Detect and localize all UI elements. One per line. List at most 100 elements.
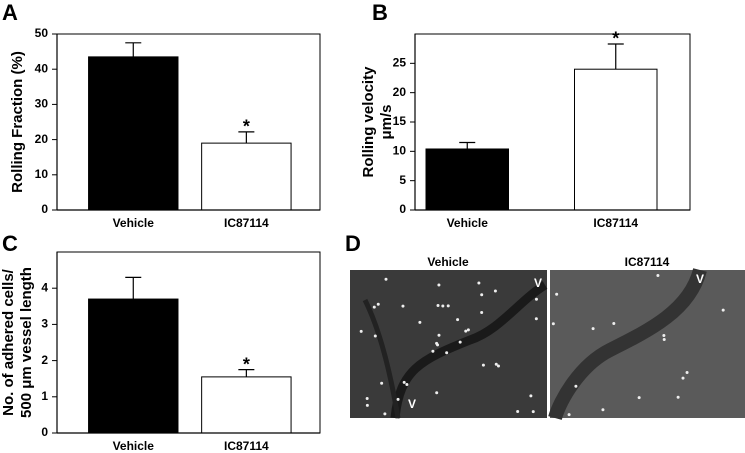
cell-dot: [637, 396, 641, 400]
cell-dot: [435, 341, 439, 345]
panel-label: B: [372, 0, 388, 25]
x-tick-label: IC87114: [593, 216, 638, 230]
y-tick-label: 40: [35, 61, 49, 75]
cell-dot: [601, 408, 605, 412]
panel-label: C: [2, 231, 18, 256]
cell-dot: [477, 281, 481, 285]
image-title: Vehicle: [427, 255, 469, 269]
cell-dot: [405, 383, 409, 387]
cell-dot: [481, 363, 485, 367]
vessel: [548, 267, 707, 421]
cell-dot: [431, 349, 435, 353]
cell-dot: [662, 338, 666, 342]
y-tick-label: 1: [41, 389, 48, 403]
y-axis-label: No. of adhered cells/: [0, 268, 17, 416]
cell-dot: [656, 273, 660, 277]
x-tick-label: IC87114: [224, 439, 269, 453]
y-tick-label: 10: [35, 167, 49, 181]
cell-dot: [685, 370, 689, 374]
x-tick-label: Vehicle: [113, 439, 155, 453]
cell-dot: [437, 333, 441, 337]
x-tick-label: Vehicle: [113, 216, 155, 230]
y-tick-label: 50: [35, 26, 49, 40]
cell-dot: [365, 397, 369, 401]
image-ic87114: [550, 270, 745, 418]
bar: [88, 56, 179, 211]
y-tick-label: 25: [393, 56, 407, 70]
cell-dot: [531, 410, 535, 414]
vessel-marker: V: [696, 272, 704, 286]
bar: [88, 298, 179, 434]
cell-dot: [435, 391, 439, 395]
vessel-marker: V: [408, 397, 416, 411]
y-tick-label: 20: [393, 85, 407, 99]
cell-dot: [383, 412, 387, 416]
cell-dot: [418, 320, 422, 324]
panel-label: A: [2, 0, 18, 25]
cell-dot: [591, 327, 595, 331]
y-axis-label: Rolling velocity: [360, 66, 377, 178]
cell-dot: [396, 397, 400, 401]
cell-dot: [496, 364, 500, 368]
y-tick-label: 0: [399, 202, 406, 216]
cell-dot: [441, 304, 445, 308]
cell-dot: [534, 297, 538, 301]
cell-dot: [437, 283, 441, 287]
y-axis-label: 500 μm vessel length: [18, 267, 35, 418]
y-tick-label: 4: [41, 280, 48, 294]
y-tick-label: 5: [399, 173, 406, 187]
cell-dot: [402, 380, 406, 384]
vessel: [362, 298, 401, 419]
cell-dot: [359, 329, 363, 333]
cell-dot: [555, 292, 559, 296]
cell-dot: [458, 340, 462, 344]
cell-dot: [480, 310, 484, 314]
cell-dot: [480, 293, 484, 297]
vessel: [390, 281, 548, 419]
axes-frame: [56, 251, 321, 434]
cell-dot: [446, 304, 450, 308]
y-axis-label: μm/s: [378, 104, 395, 139]
y-tick-label: 20: [35, 132, 49, 146]
cell-dot: [365, 403, 369, 407]
bar: [574, 68, 658, 211]
cell-dot: [372, 305, 376, 309]
cell-dot: [529, 394, 533, 398]
y-axis-label: Rolling Fraction (%): [9, 51, 26, 193]
y-tick-label: 0: [41, 425, 48, 439]
y-tick-label: 15: [393, 114, 407, 128]
micrographs: Vehicle IC87114 V V V: [350, 255, 745, 421]
y-tick-label: 0: [41, 202, 48, 216]
significance: *: [243, 354, 250, 374]
image-title: IC87114: [625, 255, 670, 269]
cell-dot: [721, 308, 725, 312]
x-tick-label: Vehicle: [447, 216, 489, 230]
cell-dot: [380, 381, 384, 385]
bar: [201, 376, 292, 434]
cell-dot: [676, 395, 680, 399]
cell-dot: [574, 384, 578, 388]
vessel-marker: V: [534, 276, 542, 290]
axes-frame: [414, 33, 691, 211]
y-tick-label: 3: [41, 317, 48, 331]
cell-dot: [445, 351, 449, 355]
significance: *: [612, 29, 619, 49]
cell-dot: [466, 328, 470, 332]
y-tick-label: 30: [35, 97, 49, 111]
axes-frame: [56, 33, 321, 211]
cell-dot: [436, 303, 440, 307]
cell-dot: [534, 317, 538, 321]
cell-dot: [464, 329, 468, 333]
cell-dot: [567, 413, 571, 417]
x-tick-label: IC87114: [224, 216, 269, 230]
bar: [201, 142, 292, 211]
cell-dot: [401, 304, 405, 308]
cell-dot: [376, 302, 380, 306]
cell-dot: [493, 289, 497, 293]
cell-dot: [551, 322, 555, 326]
cell-dot: [662, 334, 666, 338]
cell-dot: [681, 376, 685, 380]
cell-dot: [384, 277, 388, 281]
y-tick-label: 10: [393, 144, 407, 158]
